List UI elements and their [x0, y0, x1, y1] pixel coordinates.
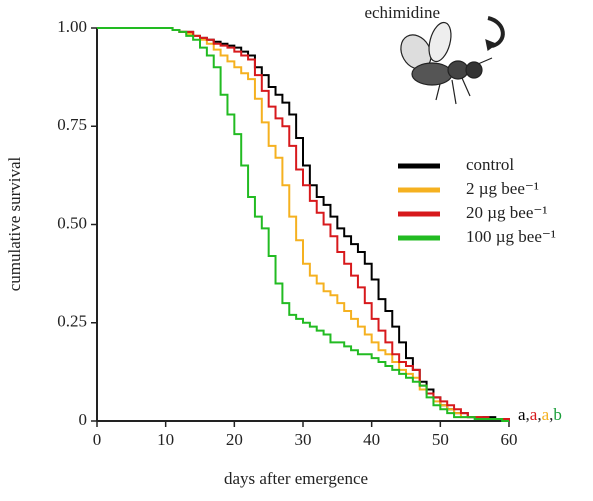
annotation: echimidine: [364, 3, 440, 22]
y-axis-label: cumulative survival: [5, 156, 24, 291]
legend-label: 20 µg bee⁻¹: [466, 203, 547, 222]
letter-separator: ,: [526, 405, 530, 424]
x-tick-label: 20: [226, 430, 243, 449]
significance-letter: a: [530, 405, 538, 424]
x-tick-label: 0: [93, 430, 102, 449]
legend-label: 100 µg bee⁻¹: [466, 227, 556, 246]
x-tick-label: 30: [295, 430, 312, 449]
significance-letter: a: [542, 405, 550, 424]
letter-separator: ,: [537, 405, 541, 424]
y-tick-label: 0.50: [57, 213, 87, 232]
y-tick-label: 0.75: [57, 115, 87, 134]
y-tick-label: 0: [79, 410, 88, 429]
x-axis-label: days after emergence: [224, 469, 368, 488]
survival-curve: [97, 27, 510, 421]
survival-curve: [97, 27, 510, 421]
letter-separator: ,: [549, 405, 553, 424]
survival-curve: [97, 27, 509, 422]
significance-letter: b: [553, 405, 562, 424]
x-tick-label: 60: [501, 430, 518, 449]
survival-curve: [97, 27, 510, 421]
significance-letters: a,a,a,b: [518, 405, 562, 424]
bee-icon: [400, 16, 505, 105]
x-tick-label: 10: [157, 430, 174, 449]
legend-label: control: [466, 155, 514, 174]
y-tick-label: 0.25: [57, 312, 87, 331]
significance-letter: a: [518, 405, 526, 424]
x-tick-label: 40: [363, 430, 380, 449]
y-tick-label: 1.00: [57, 17, 87, 36]
x-tick-label: 50: [432, 430, 449, 449]
legend-label: 2 µg bee⁻¹: [466, 179, 539, 198]
